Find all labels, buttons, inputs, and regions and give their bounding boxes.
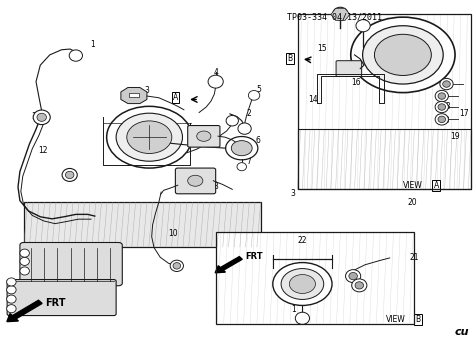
Ellipse shape	[231, 141, 252, 156]
FancyBboxPatch shape	[175, 168, 216, 194]
Ellipse shape	[281, 269, 324, 299]
Ellipse shape	[438, 93, 446, 99]
Text: 19: 19	[450, 132, 460, 141]
Ellipse shape	[374, 34, 431, 75]
Ellipse shape	[62, 168, 77, 181]
Ellipse shape	[440, 78, 453, 90]
Text: 9: 9	[182, 182, 187, 191]
Text: 18: 18	[441, 102, 450, 111]
Ellipse shape	[33, 110, 50, 125]
Polygon shape	[129, 93, 139, 97]
Text: 8: 8	[213, 182, 218, 191]
Text: 4: 4	[213, 68, 218, 76]
Ellipse shape	[435, 101, 448, 113]
Ellipse shape	[170, 260, 183, 272]
Text: A: A	[173, 93, 178, 102]
Polygon shape	[331, 9, 350, 20]
Text: 16: 16	[352, 78, 361, 87]
Ellipse shape	[356, 20, 370, 32]
Text: 20: 20	[408, 198, 417, 207]
Ellipse shape	[197, 131, 211, 141]
Text: 12: 12	[38, 146, 47, 155]
FancyBboxPatch shape	[24, 202, 261, 247]
Ellipse shape	[351, 17, 455, 93]
Text: 22: 22	[298, 236, 307, 245]
Ellipse shape	[188, 175, 203, 186]
Ellipse shape	[352, 279, 367, 292]
FancyBboxPatch shape	[188, 126, 220, 147]
Text: 17: 17	[459, 109, 468, 118]
Ellipse shape	[295, 312, 310, 324]
Ellipse shape	[346, 270, 361, 283]
Text: cu: cu	[455, 327, 469, 337]
Ellipse shape	[443, 81, 450, 87]
FancyArrow shape	[215, 257, 242, 273]
Ellipse shape	[20, 267, 29, 275]
Text: 15: 15	[318, 44, 327, 53]
Ellipse shape	[116, 113, 182, 161]
Text: 6: 6	[256, 136, 261, 145]
Text: VIEW: VIEW	[402, 181, 422, 190]
Ellipse shape	[355, 282, 364, 289]
FancyBboxPatch shape	[336, 61, 362, 76]
Ellipse shape	[237, 163, 246, 171]
Ellipse shape	[248, 91, 260, 100]
Ellipse shape	[226, 116, 238, 126]
Text: 1: 1	[292, 305, 296, 314]
Ellipse shape	[363, 26, 443, 84]
Ellipse shape	[127, 121, 172, 154]
Ellipse shape	[65, 171, 74, 179]
Text: B: B	[416, 315, 420, 324]
Ellipse shape	[273, 263, 332, 306]
Text: 21: 21	[410, 253, 419, 262]
Text: 2: 2	[246, 109, 251, 118]
Text: 3: 3	[291, 189, 295, 198]
Ellipse shape	[7, 295, 16, 303]
Ellipse shape	[7, 286, 16, 294]
Text: 3: 3	[145, 86, 149, 95]
FancyBboxPatch shape	[7, 280, 116, 316]
Ellipse shape	[107, 106, 192, 168]
Text: FRT: FRT	[45, 297, 65, 308]
Text: 10: 10	[168, 229, 178, 238]
Polygon shape	[121, 87, 147, 104]
Text: 1: 1	[90, 40, 95, 49]
FancyBboxPatch shape	[20, 243, 122, 286]
Ellipse shape	[349, 272, 357, 280]
Text: TP03-334 04/13/2011: TP03-334 04/13/2011	[287, 12, 382, 21]
Ellipse shape	[289, 274, 316, 294]
Text: 23: 23	[441, 116, 450, 125]
Ellipse shape	[435, 90, 448, 102]
Ellipse shape	[435, 114, 448, 125]
FancyBboxPatch shape	[296, 14, 471, 190]
Ellipse shape	[173, 263, 181, 269]
FancyBboxPatch shape	[216, 232, 414, 324]
Text: 14: 14	[308, 95, 318, 104]
Ellipse shape	[20, 249, 29, 257]
Ellipse shape	[438, 116, 446, 122]
Ellipse shape	[226, 137, 258, 160]
Ellipse shape	[69, 50, 82, 61]
Text: VIEW: VIEW	[385, 315, 405, 324]
Text: B: B	[288, 54, 292, 63]
FancyArrow shape	[7, 300, 42, 322]
Text: 7: 7	[246, 157, 251, 166]
Ellipse shape	[438, 104, 446, 110]
Text: 13: 13	[32, 112, 41, 121]
Ellipse shape	[238, 123, 251, 134]
Text: A: A	[433, 181, 439, 190]
Ellipse shape	[7, 305, 16, 313]
Text: FRT: FRT	[246, 252, 263, 261]
Ellipse shape	[20, 257, 29, 265]
Ellipse shape	[208, 75, 223, 88]
Ellipse shape	[37, 113, 46, 121]
Ellipse shape	[333, 7, 348, 20]
Ellipse shape	[7, 278, 16, 286]
Text: 11: 11	[64, 171, 73, 180]
Text: 5: 5	[256, 85, 261, 94]
